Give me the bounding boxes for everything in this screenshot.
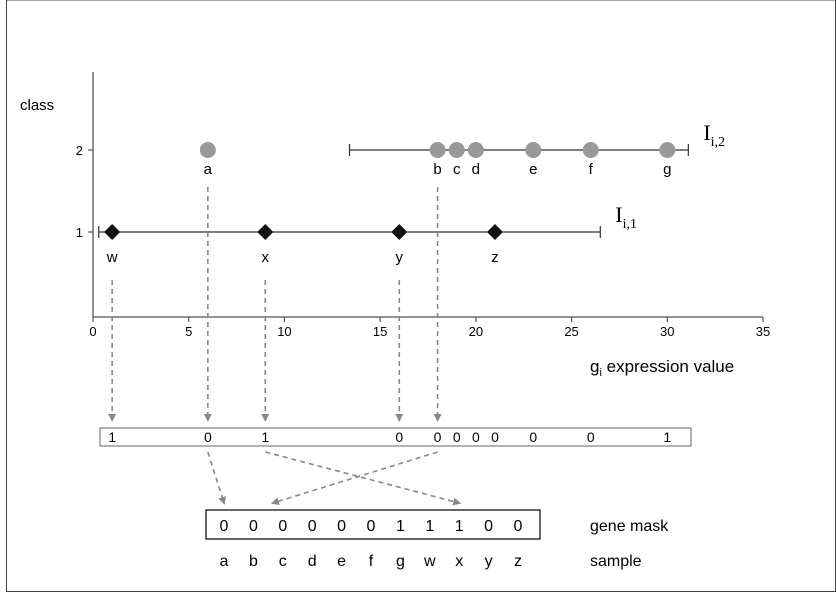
gene-mask-value: 1 [425, 518, 434, 535]
y-ticks: 12 [76, 143, 93, 240]
gene-mask-value: 1 [455, 518, 464, 535]
dashed-arrow [265, 451, 462, 506]
x-tick-label: 25 [564, 324, 578, 339]
x-tick-label: 10 [277, 324, 291, 339]
gene-mask-value: 0 [308, 518, 317, 535]
data-points [104, 142, 676, 240]
interval-label-class-1: Ii,1 [615, 202, 637, 232]
point-y [391, 224, 408, 240]
point-label-c: c [453, 161, 461, 178]
gene-mask-value: 0 [220, 518, 229, 535]
x-tick-label: 30 [660, 324, 674, 339]
sample-name-z: z [514, 553, 522, 570]
sample-label: sample [590, 553, 642, 570]
sample-name-a: a [220, 553, 229, 570]
binary-value: 0 [395, 429, 403, 445]
binary-value: 0 [204, 429, 212, 445]
dashed-arrow [207, 451, 227, 505]
point-label-d: d [472, 161, 480, 178]
sample-name-b: b [249, 553, 258, 570]
binary-value: 0 [587, 429, 595, 445]
point-label-f: f [589, 161, 594, 178]
y-tick-label: 2 [76, 143, 83, 158]
point-label-y: y [396, 249, 404, 266]
point-w [104, 224, 121, 240]
gene-mask-value: 0 [484, 518, 493, 535]
y-axis-label: class [20, 97, 54, 114]
point-z [487, 224, 503, 240]
interval-labels: Ii,2 Ii,1 [615, 120, 725, 232]
gene-mask-value: 0 [337, 518, 346, 535]
x-tick-label: 35 [756, 324, 770, 339]
gene-mask-value: 0 [514, 518, 523, 535]
point-label-z: z [491, 249, 499, 266]
figure-border [6, 0, 836, 592]
binary-value: 0 [491, 429, 499, 445]
point-label-e: e [529, 161, 537, 178]
x-ticks: 0 5 10 15 20 25 30 35 [89, 317, 770, 339]
sample-name-g: g [396, 553, 405, 570]
point-f [582, 142, 599, 158]
sample-name-c: c [279, 553, 287, 570]
binary-value: 1 [108, 429, 116, 445]
point-e [525, 142, 542, 158]
binary-value: 0 [453, 429, 461, 445]
gene-mask-value: 0 [278, 518, 287, 535]
binary-value: 0 [434, 429, 442, 445]
binary-value: 0 [529, 429, 537, 445]
point-label-g: g [663, 161, 671, 178]
point-label-x: x [262, 249, 270, 266]
dashed-arrow [270, 451, 438, 506]
point-a [199, 142, 216, 158]
y-tick-label: 1 [76, 225, 83, 240]
point-g [659, 142, 676, 158]
point-label-b: b [433, 161, 441, 178]
x-axis-label: gi expression value [590, 357, 734, 379]
x-tick-label: 0 [89, 324, 96, 339]
gene-mask-value: 0 [367, 518, 376, 535]
point-c [448, 142, 465, 158]
class-intervals [98, 144, 689, 238]
gene-mask-value: 0 [249, 518, 258, 535]
x-tick-label: 15 [373, 324, 387, 339]
sample-name-w: w [423, 553, 436, 570]
gene-mask-label: gene mask [590, 518, 669, 535]
binary-value: 1 [663, 429, 671, 445]
gene-mask-value: 1 [396, 518, 405, 535]
sample-name-d: d [308, 553, 317, 570]
x-tick-label: 20 [469, 324, 483, 339]
gene-mask-values: 0 0 0 0 0 0 1 1 1 0 0 [220, 518, 523, 535]
sample-name-e: e [337, 553, 346, 570]
sample-name-y: y [485, 553, 493, 570]
gene-mask-box [205, 509, 541, 540]
binary-value: 1 [261, 429, 269, 445]
x-tick-label: 5 [185, 324, 192, 339]
sample-name-f: f [369, 553, 374, 570]
interval-label-class-2: Ii,2 [703, 120, 725, 150]
mapping-arrows [108, 187, 462, 506]
point-x [257, 224, 274, 240]
point-label-a: a [204, 161, 213, 178]
point-label-w: w [106, 249, 118, 266]
binary-row-box [99, 427, 692, 447]
binary-value: 0 [472, 429, 480, 445]
point-d [467, 142, 484, 158]
sample-name-x: x [455, 553, 463, 570]
point-labels: a b c d e f g w x y z [106, 161, 672, 266]
point-b [429, 142, 446, 158]
